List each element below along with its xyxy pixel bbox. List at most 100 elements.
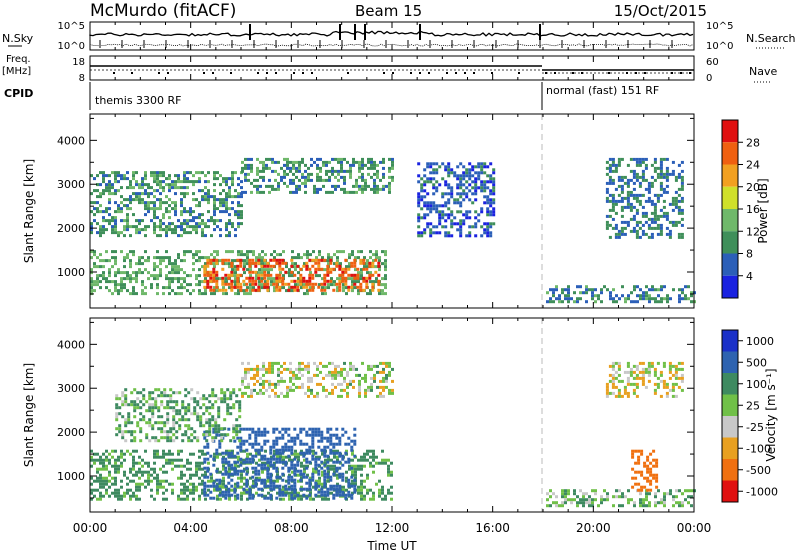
heatmap-cell bbox=[447, 165, 451, 169]
heatmap-cell bbox=[266, 430, 270, 434]
heatmap-cell bbox=[108, 458, 111, 462]
heatmap-cell bbox=[213, 262, 216, 266]
heatmap-cell bbox=[111, 449, 114, 453]
heatmap-cell bbox=[364, 379, 367, 383]
heatmap-cell bbox=[183, 277, 186, 281]
heatmap-cell bbox=[650, 181, 654, 185]
heatmap-cell bbox=[366, 449, 369, 453]
heatmap-cell bbox=[376, 394, 379, 398]
heatmap-cell bbox=[207, 189, 210, 193]
heatmap-cell bbox=[387, 458, 390, 462]
heatmap-cell bbox=[373, 373, 376, 377]
heatmap-cell bbox=[99, 461, 102, 465]
heatmap-cell bbox=[665, 169, 669, 173]
heatmap-cell bbox=[644, 220, 648, 224]
heatmap-cell bbox=[114, 250, 117, 254]
heatmap-cell bbox=[132, 289, 135, 293]
heatmap-cell bbox=[129, 259, 132, 263]
heatmap-cell bbox=[204, 174, 207, 178]
heatmap-cell bbox=[429, 231, 433, 235]
heatmap-cell bbox=[227, 475, 231, 479]
heatmap-cell bbox=[124, 424, 128, 428]
heatmap-cell bbox=[323, 475, 327, 479]
heatmap-cell bbox=[153, 277, 156, 281]
heatmap-cell bbox=[671, 202, 675, 206]
heatmap-cell bbox=[261, 271, 264, 275]
heatmap-cell bbox=[638, 235, 642, 239]
heatmap-cell bbox=[267, 464, 270, 468]
heatmap-cell bbox=[323, 472, 327, 476]
heatmap-cell bbox=[159, 228, 162, 232]
heatmap-cell bbox=[338, 454, 342, 458]
heatmap-cell bbox=[347, 442, 351, 446]
heatmap-cell bbox=[611, 379, 615, 383]
heatmap-cell bbox=[358, 391, 361, 395]
heatmap-cell bbox=[172, 406, 176, 410]
heatmap-cell bbox=[250, 388, 253, 392]
heatmap-cell bbox=[417, 195, 421, 199]
heatmap-cell bbox=[349, 361, 352, 365]
heatmap-cell bbox=[483, 195, 487, 199]
heatmap-cell bbox=[147, 183, 150, 187]
heatmap-cell bbox=[294, 455, 297, 459]
heatmap-cell bbox=[157, 394, 161, 398]
heatmap-cell bbox=[162, 452, 165, 456]
heatmap-cell bbox=[290, 448, 294, 452]
heatmap-cell bbox=[369, 292, 372, 296]
heatmap-cell bbox=[567, 297, 570, 301]
heatmap-cell bbox=[334, 157, 337, 161]
heatmap-cell bbox=[650, 211, 654, 215]
heatmap-cell bbox=[351, 473, 354, 477]
heatmap-cell bbox=[96, 467, 99, 471]
heatmap-cell bbox=[105, 277, 108, 281]
heatmap-cell bbox=[655, 461, 659, 465]
heatmap-cell bbox=[202, 397, 206, 401]
heatmap-cell bbox=[114, 289, 117, 293]
heatmap-cell bbox=[363, 497, 366, 501]
heatmap-cell bbox=[391, 178, 394, 182]
heatmap-cell bbox=[243, 476, 246, 480]
heatmap-cell bbox=[644, 370, 648, 374]
heatmap-cell bbox=[272, 258, 276, 262]
heatmap-cell bbox=[632, 187, 636, 191]
heatmap-cell bbox=[308, 427, 312, 431]
heatmap-cell bbox=[293, 288, 297, 292]
heatmap-cell bbox=[96, 470, 99, 474]
heatmap-cell bbox=[96, 210, 99, 214]
heatmap-cell bbox=[647, 379, 651, 383]
heatmap-cell bbox=[299, 427, 303, 431]
heatmap-cell bbox=[211, 415, 215, 419]
heatmap-cell bbox=[223, 433, 227, 437]
heatmap-cell bbox=[665, 211, 669, 215]
heatmap-cell bbox=[213, 286, 216, 290]
heatmap-cell bbox=[666, 297, 669, 301]
heatmap-cell bbox=[135, 228, 138, 232]
heatmap-cell bbox=[205, 421, 209, 425]
heatmap-cell bbox=[654, 300, 657, 304]
heatmap-cell bbox=[148, 418, 152, 422]
heatmap-cell bbox=[591, 501, 594, 505]
heatmap-cell bbox=[236, 484, 240, 488]
heatmap-cell bbox=[348, 277, 351, 281]
heatmap-cell bbox=[216, 253, 219, 257]
heatmap-cell bbox=[382, 187, 385, 191]
heatmap-cell bbox=[216, 177, 219, 181]
heatmap-cell bbox=[192, 256, 195, 260]
heatmap-cell bbox=[606, 498, 609, 502]
heatmap-cell bbox=[318, 482, 321, 486]
heatmap-cell bbox=[492, 192, 496, 196]
heatmap-cell bbox=[287, 466, 291, 470]
heatmap-cell bbox=[132, 171, 135, 175]
power-ylabel: Slant Range [km] bbox=[22, 159, 36, 263]
heatmap-cell bbox=[349, 172, 352, 176]
heatmap-cell bbox=[573, 492, 576, 496]
heatmap-cell bbox=[239, 445, 243, 449]
freq-label-2: [MHz] bbox=[2, 66, 31, 77]
heatmap-cell bbox=[311, 478, 315, 482]
heatmap-cell bbox=[208, 418, 212, 422]
heatmap-cell bbox=[114, 479, 117, 483]
heatmap-cell bbox=[459, 210, 463, 214]
heatmap-cell bbox=[620, 199, 624, 203]
heatmap-cell bbox=[348, 253, 351, 257]
heatmap-cell bbox=[588, 501, 591, 505]
